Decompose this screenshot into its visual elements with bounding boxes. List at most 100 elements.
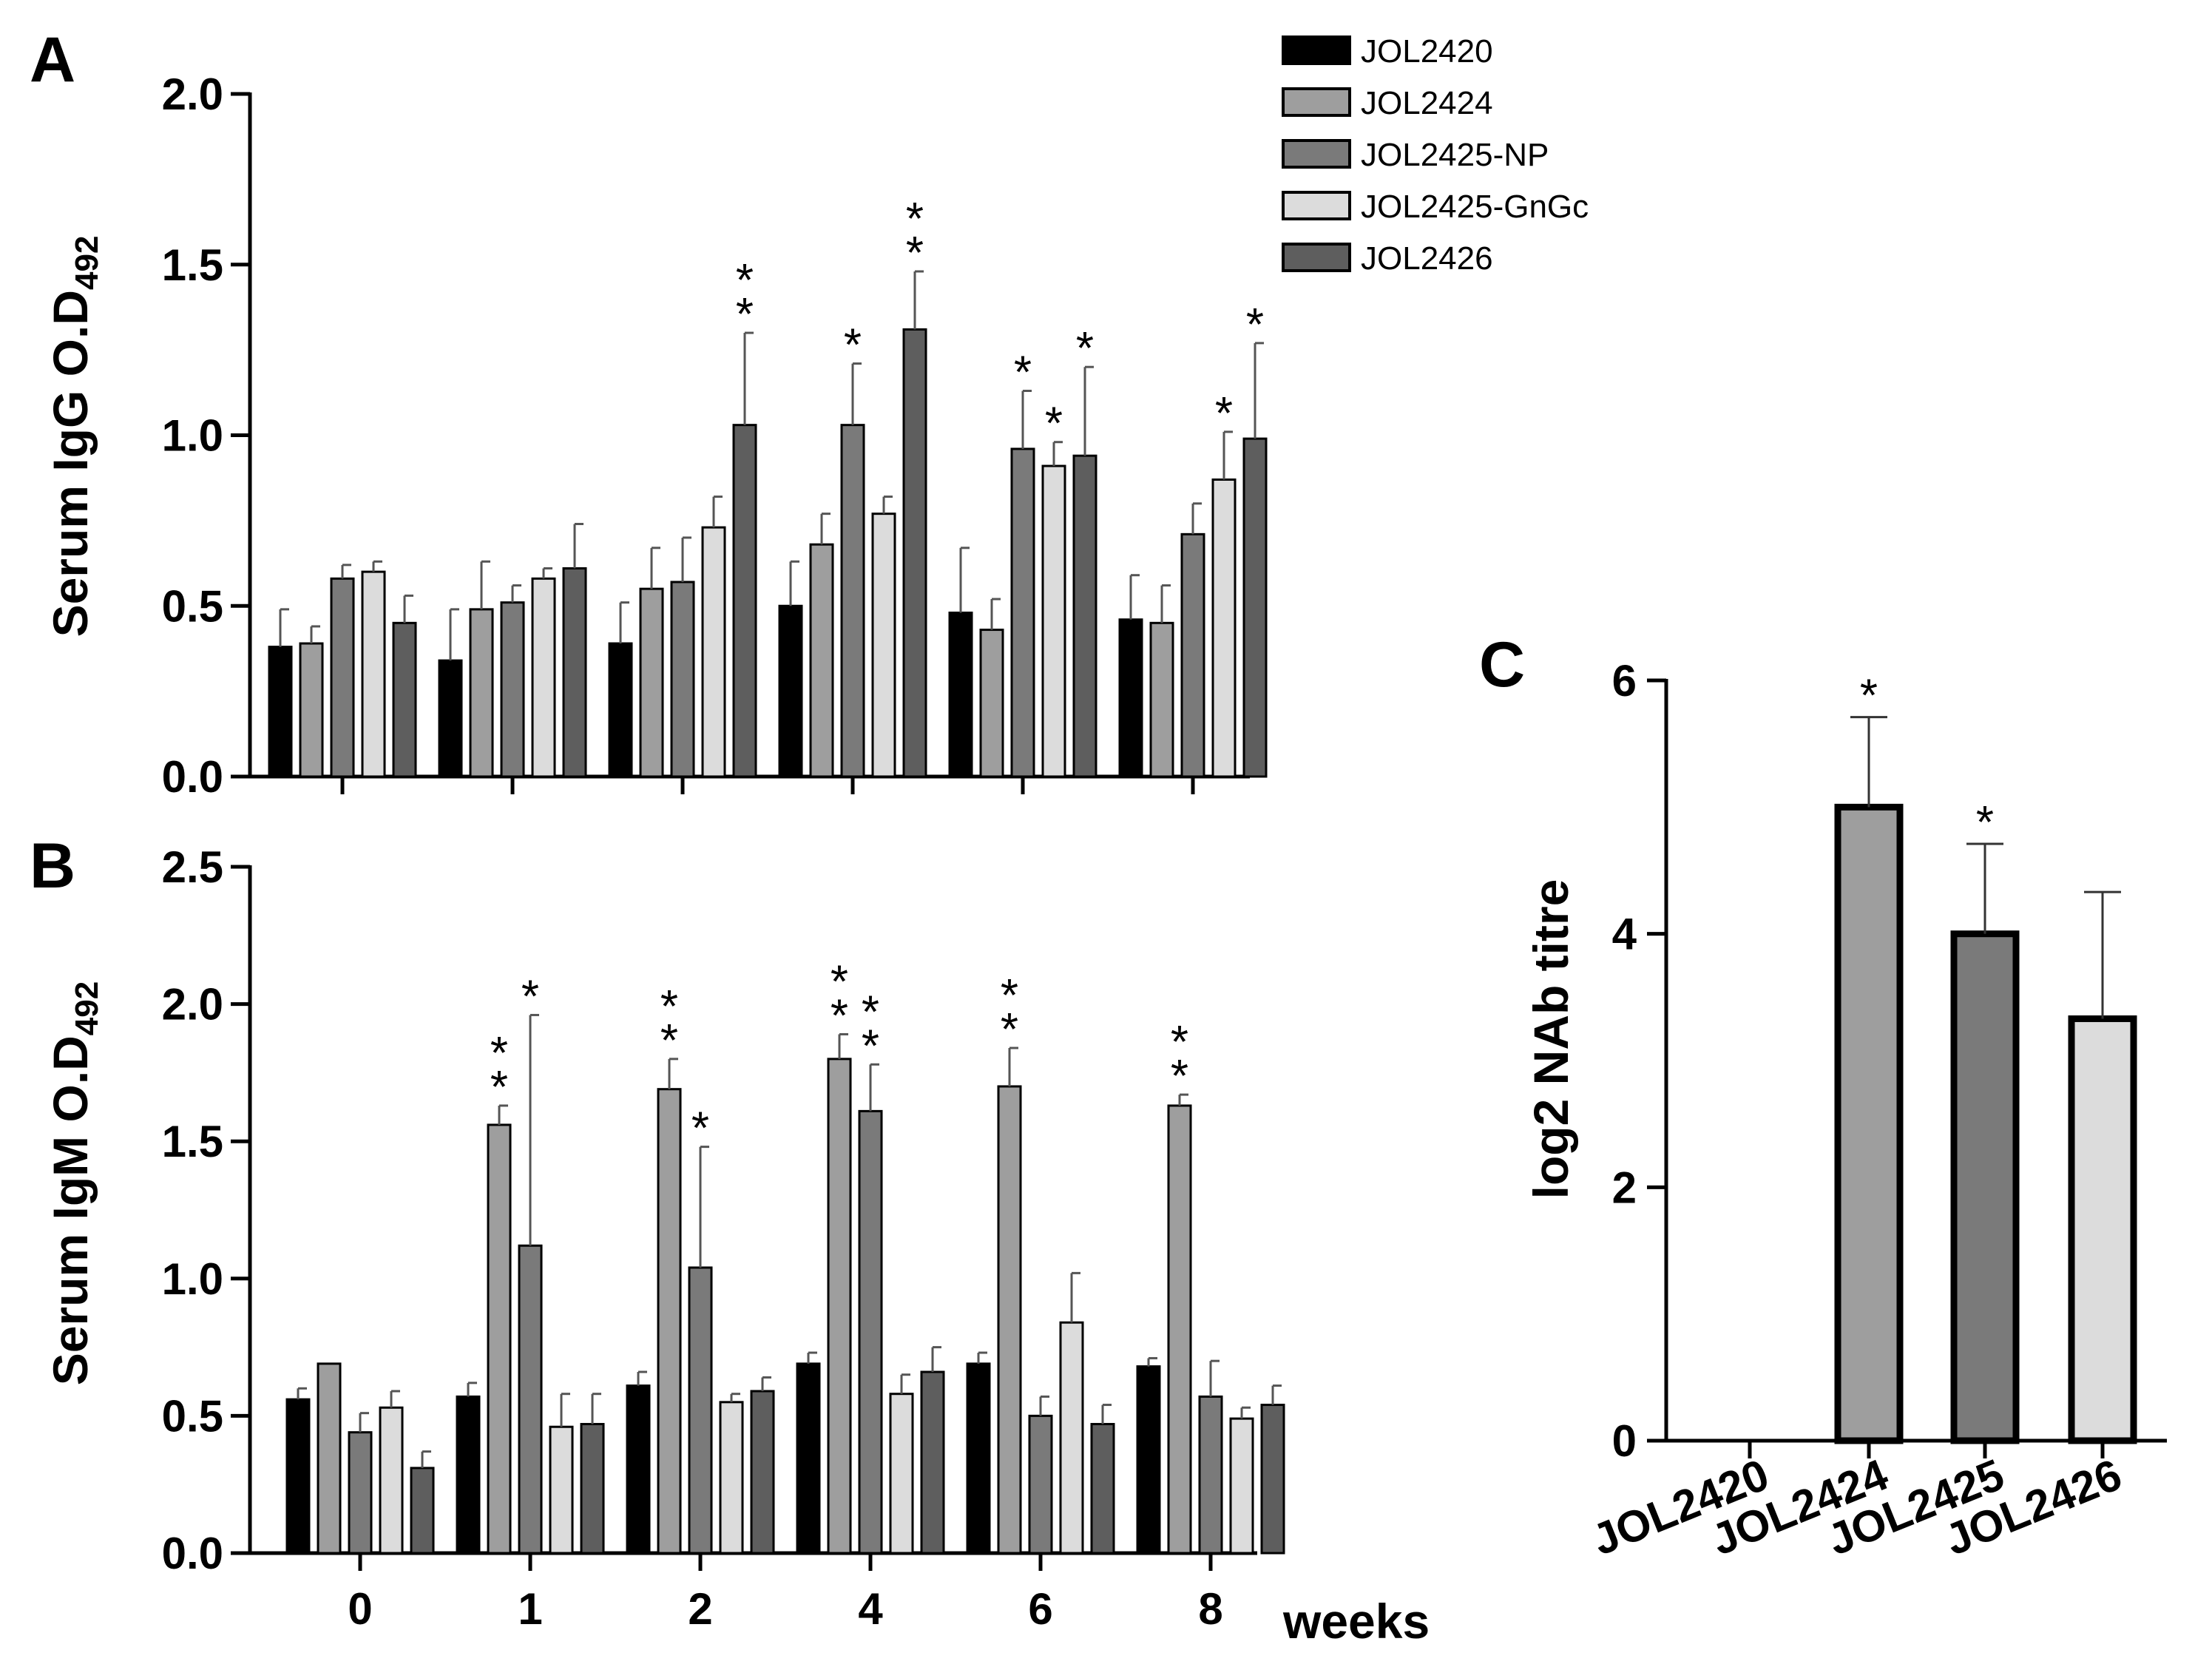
legend-label: JOL2424 <box>1361 85 1493 121</box>
panel-b-bar <box>1028 1414 1053 1555</box>
legend-swatch-jol2425-gngc <box>1282 191 1351 220</box>
panel-a-bar <box>1149 621 1174 778</box>
legend-swatch-jol2420 <box>1282 35 1351 65</box>
panel-a-significance-star: * <box>736 289 754 340</box>
panel-b-bar <box>1198 1395 1223 1555</box>
panel-a-bar <box>1010 447 1035 778</box>
panel-b-bar <box>1059 1321 1084 1555</box>
panel-a-significance-star: * <box>1246 300 1264 351</box>
panel-b-bar <box>920 1370 945 1555</box>
panel-a-bar <box>1041 464 1066 778</box>
legend-item: JOL2425-NP <box>1282 137 1549 173</box>
panel-b-significance-star: * <box>1171 1017 1188 1068</box>
panel-a-bar <box>392 621 417 778</box>
panel-a-bar <box>809 543 834 778</box>
legend-item: JOL2424 <box>1282 85 1493 121</box>
panel-b-x-tick-label: 8 <box>1198 1584 1222 1634</box>
panel-a-bar <box>361 570 386 778</box>
panel-a-bar <box>531 577 556 778</box>
panel-b-x-tick-label: 4 <box>858 1584 883 1634</box>
panel-letter-c: C <box>1479 629 1525 700</box>
panel-b-bar <box>348 1431 373 1555</box>
panel-a-y-tick-label: 2.0 <box>162 70 223 119</box>
panel-b-bar <box>379 1406 404 1555</box>
panel-b-significance-star: * <box>862 987 879 1038</box>
panel-b-bar <box>580 1423 605 1555</box>
panel-b-bar <box>285 1398 311 1555</box>
panel-c-bar <box>2068 1015 2137 1444</box>
panel-c-ylabel: log2 NAb titre <box>1523 879 1578 1200</box>
panel-c-y-tick-label: 6 <box>1612 656 1637 706</box>
panel-a-significance-star: * <box>736 255 754 306</box>
panel-c-significance-star: * <box>1976 797 1994 848</box>
panel-b-bar <box>1167 1104 1192 1555</box>
panel-b-bar <box>997 1085 1022 1555</box>
panel-c-y-tick-label: 4 <box>1612 910 1637 959</box>
panel-a-bar <box>670 581 695 778</box>
panel-a-significance-star: * <box>1014 348 1032 399</box>
panel-c-y-tick-label: 2 <box>1612 1163 1637 1212</box>
panel-a-significance-star: * <box>1215 388 1233 439</box>
panel-c-bar <box>1834 803 1904 1444</box>
panel-a-ylabel: Serum IgG O.D492 <box>43 236 105 638</box>
panel-b-bar <box>456 1395 481 1555</box>
panel-b-ylabel: Serum IgM O.D492 <box>43 981 105 1385</box>
panel-b-significance-star: * <box>490 1028 508 1079</box>
panel-a-bar <box>1180 532 1205 778</box>
panel-letter-a: A <box>30 24 75 95</box>
panel-a-significance-star: * <box>1076 323 1094 374</box>
panel-a-bar <box>500 601 525 778</box>
panel-b-xlabel: weeks <box>1282 1594 1430 1649</box>
legend-label: JOL2425-GnGc <box>1361 189 1589 225</box>
panel-a-bar <box>701 526 726 778</box>
panel-a-ylabel-sub: 492 <box>69 236 105 290</box>
panel-a-bar <box>840 424 865 778</box>
legend-item: JOL2420 <box>1282 33 1493 70</box>
panel-a-significance-star: * <box>906 228 924 279</box>
legend-swatch-jol2424 <box>1282 87 1351 117</box>
panel-b-y-tick-label: 1.0 <box>162 1254 223 1304</box>
panel-a-bar <box>871 513 896 778</box>
panel-a-plot: 0.00.51.01.52.0********** <box>162 70 1268 802</box>
panel-b-ylabel-main: Serum IgM O.D <box>43 1035 98 1385</box>
panel-b-bar <box>1136 1365 1161 1555</box>
panel-a-y-tick-label: 1.0 <box>162 411 223 461</box>
legend-item: JOL2425-GnGc <box>1282 189 1589 225</box>
panel-b-x-tick-label: 2 <box>688 1584 712 1634</box>
panel-a-bar <box>1211 478 1237 778</box>
panel-a-bar <box>438 659 463 778</box>
panel-b-bar <box>750 1390 775 1555</box>
panel-a-bar <box>608 642 633 778</box>
panel-c-significance-star: * <box>1860 671 1878 722</box>
panel-b-y-tick-label: 2.5 <box>162 842 223 892</box>
panel-c-bar <box>1950 930 2020 1444</box>
legend-label: JOL2425-NP <box>1361 137 1549 173</box>
panel-b-significance-star: * <box>660 981 678 1032</box>
panel-a-bar <box>1072 454 1097 778</box>
panel-b-bar <box>487 1123 512 1555</box>
legend: JOL2420 JOL2424 JOL2425-NP JOL2425-GnGc … <box>1282 33 1589 277</box>
panel-a-bar <box>732 424 757 778</box>
panel-b-bar <box>827 1058 852 1555</box>
panel-b-bar <box>688 1266 713 1555</box>
panel-a-bar <box>979 629 1004 778</box>
panel-a-bar <box>268 646 293 778</box>
panel-b-bar <box>518 1244 543 1555</box>
panel-a-y-tick-label: 1.5 <box>162 240 223 290</box>
panel-b-bar <box>1229 1417 1254 1555</box>
panel-a-bar <box>948 611 973 778</box>
panel-b-significance-star: * <box>691 1103 709 1154</box>
legend-label: JOL2426 <box>1361 240 1493 277</box>
panel-a-bar <box>469 608 494 778</box>
panel-b-x-tick-label: 1 <box>518 1584 542 1634</box>
panel-a-significance-star: * <box>906 194 924 245</box>
panel-b-significance-star: * <box>862 1021 879 1072</box>
panel-b-y-tick-label: 0.0 <box>162 1529 223 1578</box>
panel-b-significance-star: * <box>1001 1004 1018 1055</box>
panel-a-y-tick-label: 0.5 <box>162 581 223 631</box>
panel-b-significance-star: * <box>490 1062 508 1113</box>
panel-b-significance-star: * <box>521 971 539 1022</box>
legend-swatch-jol2426 <box>1282 243 1351 272</box>
